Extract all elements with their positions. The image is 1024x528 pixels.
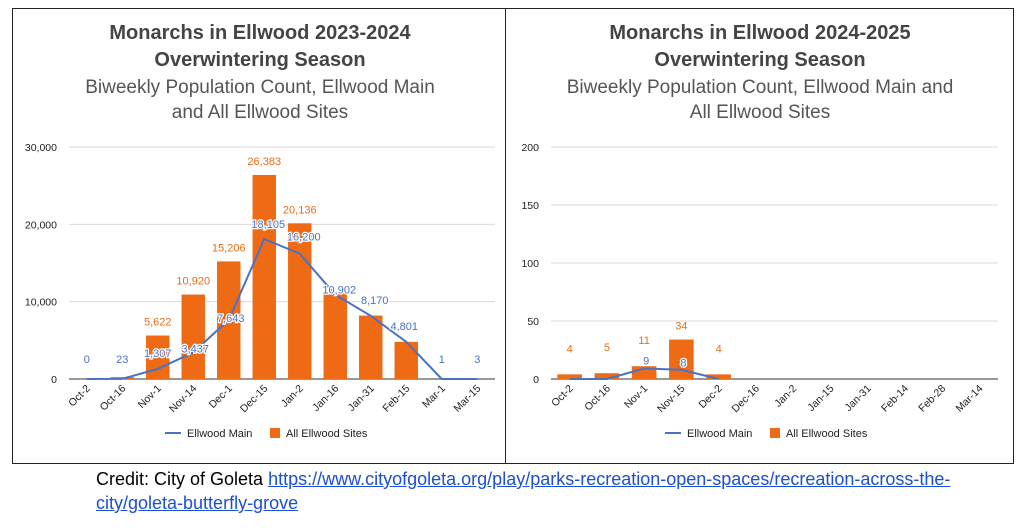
x-tick-label: Dec-1	[207, 383, 235, 411]
line-data-label: 1	[439, 354, 445, 366]
line-data-label: 16,200	[287, 232, 321, 244]
x-tick-label: Jan-16	[310, 383, 341, 414]
legend-swatch-all-ellwood-sites	[270, 428, 280, 438]
x-tick-label: Feb-15	[380, 383, 412, 415]
chart-subtitle-line-2: All Ellwood Sites	[690, 102, 830, 123]
legend-label-all-ellwood-sites: All Ellwood Sites	[786, 428, 868, 440]
x-tick-label: Dec-15	[238, 383, 271, 416]
line-data-label: 18,105	[251, 219, 285, 231]
line-ellwood-main	[86, 237, 478, 380]
x-tick-label: Oct-16	[98, 383, 129, 414]
x-tick-label: Oct-2	[66, 383, 93, 410]
x-tick-label: Nov-14	[167, 383, 200, 416]
bar-data-label: 26,383	[247, 156, 281, 168]
bar-data-label: 20,136	[283, 204, 317, 216]
line-data-label: 10,902	[322, 285, 356, 297]
credit-link[interactable]: https://www.cityofgoleta.org/play/parks-…	[96, 469, 951, 513]
bar-all-ellwood-sites	[359, 315, 383, 379]
y-tick-label: 50	[527, 316, 539, 328]
chart-subtitle-line-1: Biweekly Population Count, Ellwood Main	[85, 77, 435, 98]
chart-2023-2024: Monarchs in Ellwood 2023-2024 Overwinteri…	[25, 22, 495, 440]
bar-data-label: 15,206	[212, 242, 246, 254]
x-tick-label: Oct-16	[582, 383, 613, 414]
x-tick-label: Jan-31	[843, 383, 874, 414]
line-data-label: 1,307	[144, 348, 172, 360]
x-tick-label: Oct-2	[549, 383, 576, 410]
x-tick-label: Mar-1	[420, 383, 448, 411]
line-data-label: 3,437	[181, 343, 209, 355]
chart-panel-2024-2025: Monarchs in Ellwood 2024-2025 Overwinteri…	[506, 8, 1014, 464]
bar-all-ellwood-sites	[706, 374, 731, 379]
chart-panel-2023-2024: Monarchs in Ellwood 2023-2024 Overwinteri…	[12, 8, 506, 464]
bar-data-label: 10,920	[176, 276, 210, 288]
bar-all-ellwood-sites	[394, 341, 418, 379]
chart-title-line-2: Overwintering Season	[654, 49, 865, 71]
x-tick-label: Dec-16	[730, 383, 763, 416]
y-tick-label: 20,000	[25, 219, 57, 231]
line-data-label: 4,801	[390, 321, 418, 333]
x-tick-label: Feb-14	[879, 383, 911, 415]
x-tick-label: Nov-1	[136, 383, 164, 411]
line-ellwood-main	[569, 367, 719, 380]
chart-subtitle-line-2: and All Ellwood Sites	[172, 102, 348, 123]
chart-title-line-2: Overwintering Season	[154, 49, 365, 71]
y-tick-label: 10,000	[25, 297, 57, 309]
legend-label-ellwood-main: Ellwood Main	[687, 428, 752, 440]
bar-all-ellwood-sites	[181, 294, 205, 379]
credit-line: Credit: City of Goleta https://www.cityo…	[96, 467, 976, 515]
bar-data-label: 4	[567, 343, 573, 355]
credit-prefix: Credit: City of Goleta	[96, 469, 269, 489]
y-tick-label: 150	[521, 200, 539, 212]
bar-all-ellwood-sites	[557, 374, 582, 379]
x-tick-label: Nov-1	[622, 383, 650, 411]
line-data-label: 23	[116, 354, 128, 366]
bar-data-label: 4	[716, 343, 722, 355]
bar-data-label: 5,622	[144, 317, 172, 329]
x-tick-label: Jan-15	[805, 383, 836, 414]
bar-data-label: 11	[638, 335, 649, 347]
line-data-label: 0	[84, 354, 90, 366]
x-tick-label: Dec-2	[696, 383, 724, 411]
legend-swatch-all-ellwood-sites	[770, 428, 780, 438]
chart-subtitle-line-1: Biweekly Population Count, Ellwood Main …	[567, 77, 954, 98]
bar-data-label: 5	[604, 342, 610, 354]
bar-data-label: 34	[675, 321, 687, 333]
x-tick-label: Mar-14	[953, 383, 985, 415]
y-tick-label: 200	[521, 142, 539, 154]
x-tick-label: Jan-2	[772, 383, 799, 410]
x-tick-label: Feb-28	[916, 383, 948, 415]
chart-title-line-1: Monarchs in Ellwood 2023-2024	[109, 22, 411, 44]
legend-label-ellwood-main: Ellwood Main	[187, 428, 252, 440]
x-tick-label: Jan-2	[279, 383, 306, 410]
y-tick-label: 0	[51, 374, 57, 386]
y-tick-label: 0	[533, 374, 539, 386]
line-data-label: 9	[643, 356, 649, 368]
line-data-label: 8	[680, 358, 686, 370]
line-data-label: 8,170	[361, 295, 389, 307]
chart-2024-2025: Monarchs in Ellwood 2024-2025 Overwinteri…	[521, 22, 998, 440]
line-data-label: 7,643	[217, 313, 245, 325]
bar-all-ellwood-sites	[288, 223, 312, 379]
legend-label-all-ellwood-sites: All Ellwood Sites	[286, 428, 368, 440]
y-tick-label: 100	[521, 258, 539, 270]
bar-all-ellwood-sites	[594, 373, 620, 379]
x-tick-label: Mar-15	[451, 383, 483, 415]
bar-all-ellwood-sites	[323, 291, 347, 379]
bar-all-ellwood-sites	[252, 174, 276, 379]
x-tick-label: Nov-15	[655, 383, 688, 416]
y-tick-label: 30,000	[25, 142, 57, 154]
x-tick-label: Jan-31	[346, 383, 377, 414]
chart-title-line-1: Monarchs in Ellwood 2024-2025	[609, 22, 910, 44]
line-data-label: 3	[474, 354, 480, 366]
bar-all-ellwood-sites	[146, 335, 170, 379]
